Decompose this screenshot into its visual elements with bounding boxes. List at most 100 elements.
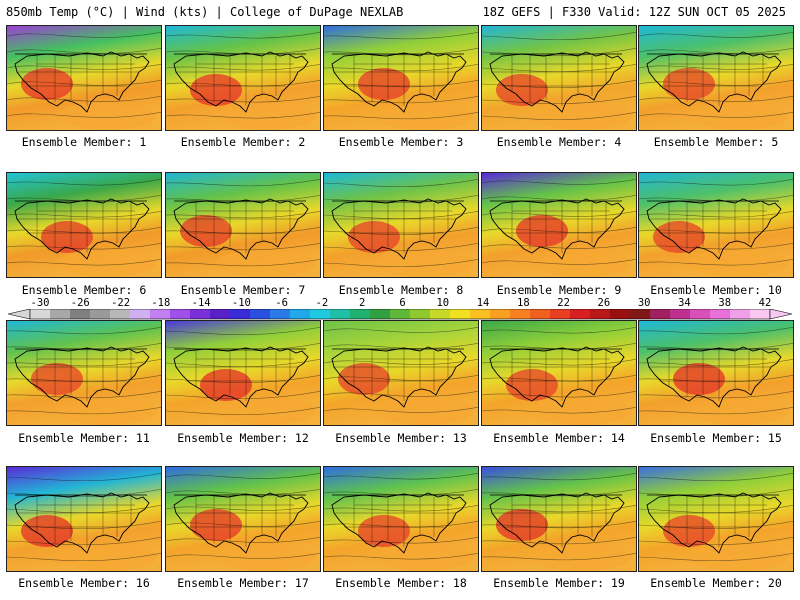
isobar-contour bbox=[324, 343, 478, 349]
isobar-contour bbox=[7, 32, 161, 38]
state-borders bbox=[17, 349, 139, 401]
colorbar-tick-label: -22 bbox=[111, 297, 131, 309]
colorbar-tick-label: -6 bbox=[275, 297, 288, 309]
colorbar-swatch bbox=[30, 309, 51, 319]
colorbar-swatch bbox=[70, 309, 91, 319]
isobar-contour bbox=[482, 227, 636, 233]
isobar-contour bbox=[166, 32, 320, 39]
ensemble-member-label: Ensemble Member: 18 bbox=[335, 576, 467, 590]
isobar-contour bbox=[639, 553, 793, 562]
colorbar-tick-label: 38 bbox=[718, 297, 732, 309]
isobar-contour bbox=[7, 179, 161, 186]
colorbar-tick-label: 6 bbox=[399, 297, 406, 309]
isobar-contour bbox=[166, 375, 320, 384]
isobar-contour bbox=[166, 391, 320, 400]
temperature-map bbox=[166, 467, 320, 571]
isobar-contour bbox=[7, 407, 161, 415]
ensemble-member-label: Ensemble Member: 10 bbox=[650, 283, 782, 297]
ensemble-member-label: Ensemble Member: 3 bbox=[338, 135, 464, 149]
temperature-map bbox=[324, 173, 478, 277]
colorbar-labels: -30 -26 -22 -18 -14 -10 -6 -2 2 6 10 14 18 22 26 30 34 38… bbox=[0, 297, 800, 309]
isobar-contour bbox=[482, 489, 636, 497]
temperature-map bbox=[639, 467, 793, 571]
gulf-field bbox=[689, 397, 789, 425]
colorbar-swatch bbox=[730, 309, 751, 319]
state-borders bbox=[649, 349, 771, 401]
isobar-contour bbox=[7, 327, 161, 335]
state-borders bbox=[334, 201, 456, 253]
isobar-contour bbox=[166, 243, 320, 251]
ensemble-member-label: Ensemble Member: 16 bbox=[18, 576, 150, 590]
colorbar-swatch bbox=[130, 309, 151, 319]
ensemble-member-map bbox=[638, 172, 794, 278]
country-outline bbox=[331, 51, 467, 113]
warm-core bbox=[653, 221, 705, 253]
isobar-contour bbox=[7, 227, 161, 234]
isobar-contour bbox=[482, 505, 636, 513]
isobar-contour bbox=[639, 32, 793, 38]
country-outline bbox=[14, 492, 150, 554]
warm-core bbox=[21, 68, 73, 100]
isobar-contour bbox=[639, 473, 793, 482]
isobar-contour bbox=[166, 80, 320, 87]
gulf-field bbox=[532, 249, 632, 277]
ensemble-member-map bbox=[165, 320, 321, 426]
warm-core bbox=[358, 68, 410, 100]
warm-core bbox=[673, 363, 725, 395]
ensemble-member-label: Ensemble Member: 13 bbox=[335, 431, 467, 445]
gulf-field bbox=[689, 102, 789, 130]
gulf-field bbox=[532, 543, 632, 571]
state-borders bbox=[17, 54, 139, 106]
state-borders bbox=[176, 54, 298, 106]
colorbar-swatch bbox=[430, 309, 451, 319]
isobar-contour bbox=[7, 505, 161, 514]
ensemble-member-label: Ensemble Member: 7 bbox=[180, 283, 306, 297]
isobar-contour bbox=[482, 407, 636, 414]
isobar-contour bbox=[166, 537, 320, 543]
isobar-contour bbox=[482, 211, 636, 217]
ensemble-member-label: Ensemble Member: 4 bbox=[496, 135, 622, 149]
state-borders bbox=[649, 495, 771, 547]
colorbar-tick-label: -14 bbox=[191, 297, 211, 309]
isobar-contour bbox=[324, 553, 478, 560]
isobar-contour bbox=[324, 521, 478, 528]
country-outline bbox=[173, 198, 309, 260]
gulf-field bbox=[532, 397, 632, 425]
ensemble-member-label: Ensemble Member: 14 bbox=[493, 431, 625, 445]
colorbar-swatch bbox=[150, 309, 171, 319]
isobar-contour bbox=[166, 48, 320, 55]
isobar-contour bbox=[7, 80, 161, 86]
isobar-contour bbox=[639, 96, 793, 102]
header: 850mb Temp (°C) | Wind (kts) | College o… bbox=[0, 0, 800, 24]
colorbar-swatch bbox=[590, 309, 611, 319]
isobar-contour bbox=[324, 112, 478, 120]
ensemble-member-label: Ensemble Member: 5 bbox=[653, 135, 779, 149]
ensemble-member-map bbox=[6, 466, 162, 572]
country-outline bbox=[331, 198, 467, 260]
temperature-map bbox=[482, 321, 636, 425]
chart-title: 850mb Temp (°C) | Wind (kts) | College o… bbox=[6, 5, 404, 19]
isobar-contour bbox=[639, 179, 793, 186]
isobar-contour bbox=[7, 521, 161, 530]
isobar-contour bbox=[324, 505, 478, 512]
ensemble-member-label: Ensemble Member: 12 bbox=[177, 431, 309, 445]
temperature-map bbox=[324, 321, 478, 425]
state-borders bbox=[492, 54, 614, 106]
isobar-contour bbox=[166, 227, 320, 235]
colorbar-swatch bbox=[170, 309, 191, 319]
isobar-contour bbox=[482, 359, 636, 366]
isobar-contour bbox=[166, 359, 320, 368]
colorbar-swatch bbox=[410, 309, 431, 319]
state-borders bbox=[176, 201, 298, 253]
colorbar-tick-label: -30 bbox=[30, 297, 50, 309]
colorbar-swatch bbox=[570, 309, 591, 319]
colorbar-swatch bbox=[270, 309, 291, 319]
colorbar-swatch bbox=[210, 309, 231, 319]
colorbar-swatch bbox=[690, 309, 711, 319]
isobar-contour bbox=[7, 537, 161, 546]
ensemble-member-label: Ensemble Member: 11 bbox=[18, 431, 150, 445]
isobar-contour bbox=[482, 195, 636, 201]
colorbar-swatch bbox=[470, 309, 491, 319]
isobar-contour bbox=[482, 259, 636, 265]
isobar-contour bbox=[639, 112, 793, 118]
